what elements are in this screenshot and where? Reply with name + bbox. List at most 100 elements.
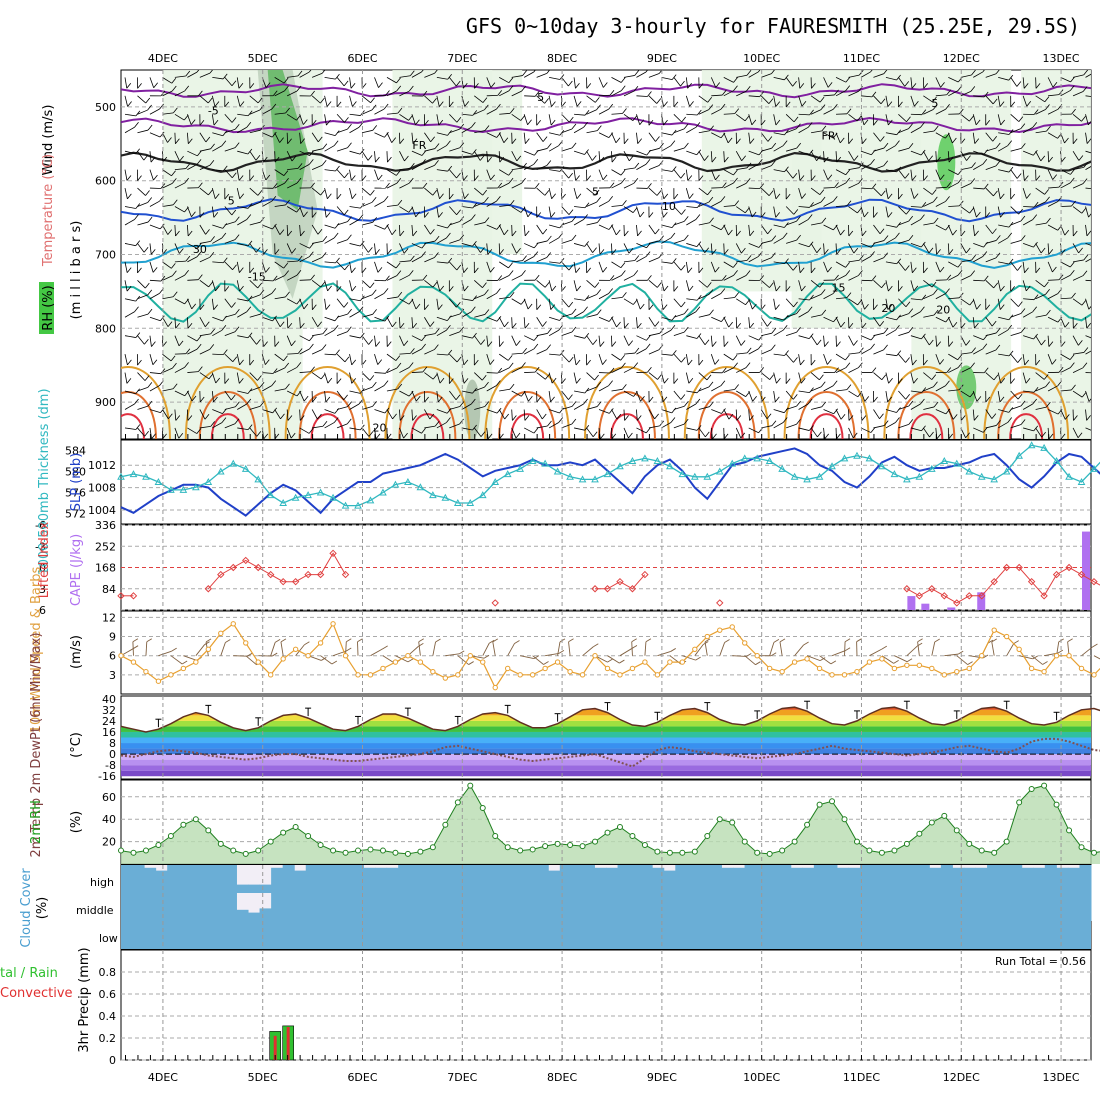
wind10m-barb-flag bbox=[607, 658, 613, 663]
wind-barb bbox=[274, 182, 285, 189]
wind-barb bbox=[586, 335, 594, 345]
wind-barb-flag bbox=[611, 341, 617, 347]
wind-barb-flag bbox=[771, 142, 777, 149]
wind10m-speed-point bbox=[742, 640, 748, 646]
wind-barb bbox=[224, 221, 236, 226]
wind-barb-flag bbox=[687, 175, 693, 181]
temperature-contour bbox=[121, 413, 145, 439]
wind-barb-flag bbox=[836, 433, 841, 439]
wind10m-speed-point bbox=[667, 659, 673, 665]
wind-barb-flag bbox=[801, 193, 807, 199]
wind-barb-flag bbox=[187, 322, 193, 329]
lifted-index-point bbox=[341, 570, 350, 579]
wind-barb bbox=[561, 353, 570, 363]
cloud-high-bar bbox=[271, 867, 284, 893]
wind10m-barb-flag bbox=[458, 650, 465, 655]
wind-barb bbox=[424, 187, 434, 196]
wind-barb bbox=[810, 427, 818, 438]
cloud-middle-bar bbox=[478, 893, 492, 921]
wind-barb bbox=[399, 75, 411, 78]
cape-bar bbox=[947, 607, 956, 610]
wind-barb bbox=[1010, 240, 1022, 244]
wind-barb bbox=[1048, 279, 1060, 281]
wind-barb-flag bbox=[819, 281, 824, 288]
wind-barb-flag bbox=[371, 197, 377, 203]
wind-barb bbox=[1060, 169, 1071, 175]
wind-barb-flag bbox=[571, 123, 577, 130]
wind-barb bbox=[137, 202, 148, 207]
wind-barb bbox=[710, 151, 713, 163]
thickness-point bbox=[678, 470, 687, 478]
wind-barb bbox=[636, 206, 641, 218]
wind-barb bbox=[798, 95, 803, 107]
wind-barb-flag bbox=[265, 82, 271, 88]
wind-barb-flag bbox=[658, 70, 663, 74]
wind-barb-flag bbox=[347, 123, 352, 130]
wind-barb-flag bbox=[172, 270, 177, 276]
wind-barb bbox=[935, 409, 947, 415]
wind-barb bbox=[236, 187, 241, 199]
wind-barb-flag bbox=[983, 275, 989, 282]
wind-barb bbox=[623, 352, 635, 355]
thickness-point bbox=[915, 472, 924, 480]
wind-barb bbox=[985, 316, 993, 327]
wind-barb bbox=[972, 390, 978, 402]
wind-barb bbox=[573, 427, 585, 431]
wind-barb bbox=[1010, 261, 1018, 271]
wind-barb bbox=[511, 317, 513, 329]
wind-barb bbox=[262, 385, 272, 392]
wind-barb bbox=[386, 388, 398, 392]
wind-barb-flag bbox=[976, 303, 981, 310]
wind-barb-flag bbox=[880, 136, 885, 142]
wind-barb-flag bbox=[446, 140, 451, 146]
wind-barb-flag bbox=[279, 137, 284, 143]
rh2m-point bbox=[1016, 799, 1023, 806]
wind-barb bbox=[187, 71, 198, 78]
wind-barb-flag bbox=[873, 212, 878, 218]
wind10m-speed-point bbox=[355, 672, 361, 678]
wind-barb bbox=[1048, 186, 1060, 189]
wind-barb-flag bbox=[297, 348, 303, 354]
wind-barb-flag bbox=[415, 303, 421, 310]
wind-barb bbox=[748, 298, 753, 310]
wind-barb bbox=[1047, 385, 1058, 392]
wind-barb-flag bbox=[645, 70, 649, 73]
wind10m-barb-flag bbox=[205, 638, 212, 643]
wind-barb bbox=[436, 372, 441, 384]
wind-barb-flag bbox=[283, 170, 289, 176]
wind-barb-flag bbox=[199, 120, 205, 126]
wind-barb-flag bbox=[160, 315, 165, 321]
wind-barb-flag bbox=[696, 294, 702, 301]
wind-barb bbox=[199, 349, 210, 355]
wind-barb-flag bbox=[238, 175, 244, 181]
wind-barb bbox=[274, 367, 285, 373]
wind-barb bbox=[948, 205, 960, 207]
wind-barb bbox=[935, 151, 937, 163]
wind-barb bbox=[1072, 367, 1084, 373]
wind-barb bbox=[935, 316, 946, 323]
wind-barb bbox=[411, 317, 414, 329]
wind-barb bbox=[598, 132, 610, 139]
wind-barb-flag bbox=[247, 110, 253, 116]
wind-barb-flag bbox=[615, 137, 621, 144]
wind-barb-flag bbox=[291, 248, 297, 254]
wind-barb bbox=[623, 167, 635, 171]
wind-barb-flag bbox=[1097, 368, 1100, 373]
wind-barb-flag bbox=[464, 193, 469, 199]
wind-barb bbox=[486, 427, 489, 439]
wind-barb-flag bbox=[205, 229, 210, 235]
wind-barb-flag bbox=[403, 432, 408, 439]
wind-barb bbox=[573, 126, 584, 134]
wind-barb-flag bbox=[424, 304, 429, 311]
wind-barb-flag bbox=[143, 246, 149, 253]
wind-barb bbox=[124, 150, 136, 155]
wind-barb bbox=[598, 335, 601, 347]
wind-barb bbox=[748, 150, 760, 156]
cloud-high-bar bbox=[1033, 867, 1046, 893]
wind10m-speed-point bbox=[180, 665, 187, 672]
wind-barb bbox=[636, 298, 641, 310]
cape-bar bbox=[977, 592, 986, 610]
wind-barb-flag bbox=[377, 359, 383, 365]
wind-barb bbox=[835, 224, 841, 236]
wind-barb-flag bbox=[173, 107, 178, 114]
